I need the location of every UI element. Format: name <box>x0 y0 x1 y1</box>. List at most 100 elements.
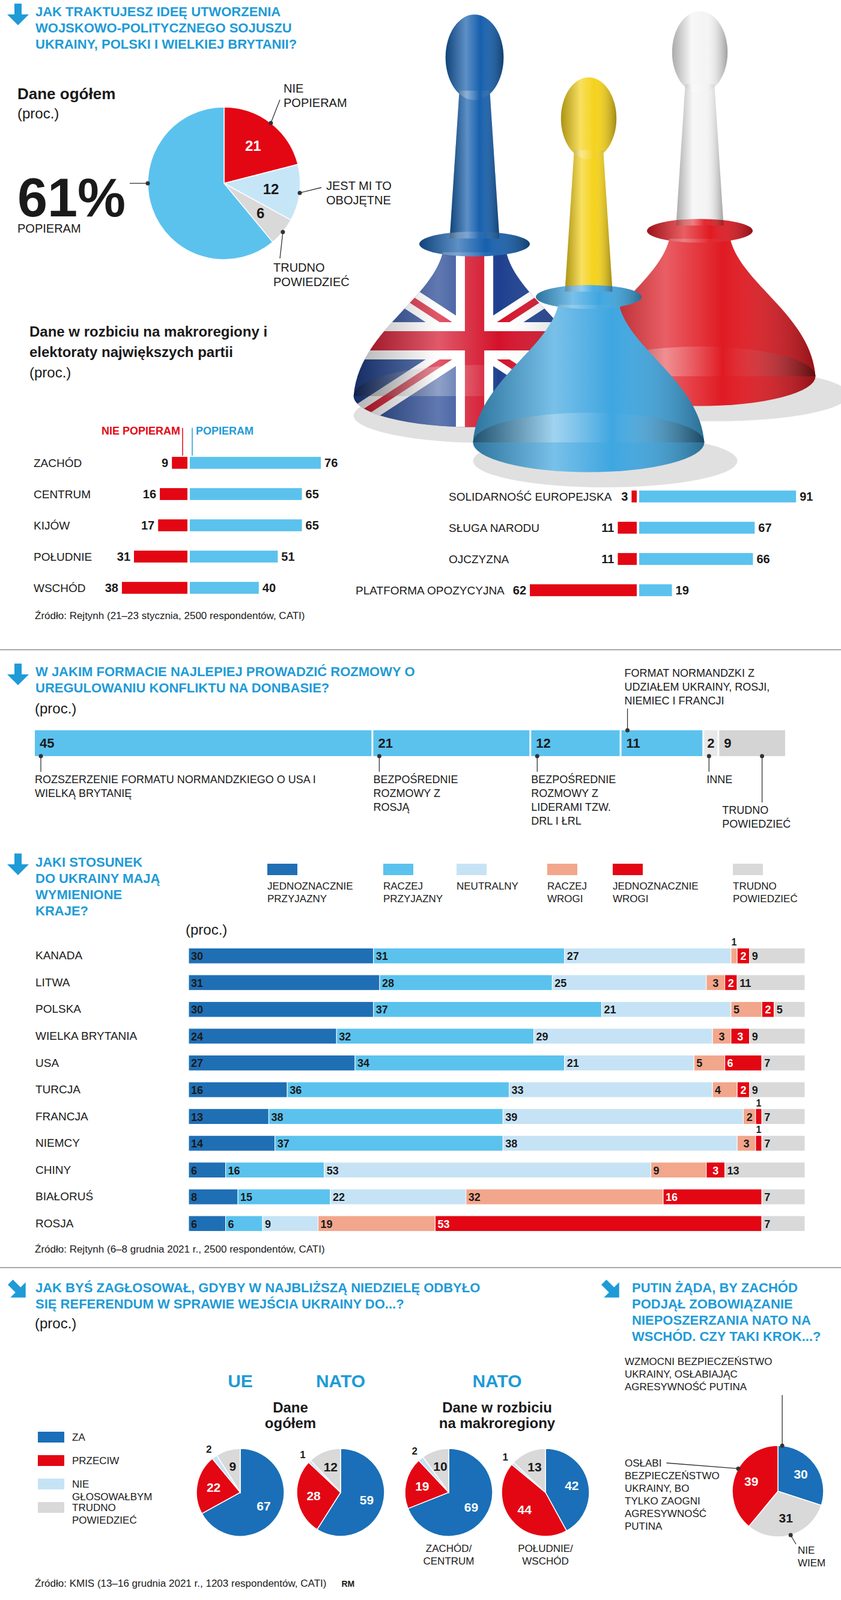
unit-label: (proc.) <box>17 105 59 122</box>
text-line: WROGI <box>547 892 584 905</box>
bar-segment <box>761 1134 805 1151</box>
icon-arrow-shape <box>596 1274 628 1305</box>
bar-segment <box>774 1000 805 1017</box>
category-label: SŁUGA NARODU <box>448 521 540 535</box>
bar-segment <box>737 1081 750 1097</box>
leader-line <box>537 755 538 772</box>
legend-swatch <box>383 863 414 875</box>
bar-segment <box>663 1188 762 1204</box>
category-label: WSCHÓD <box>33 581 86 595</box>
data-label: 1 <box>756 1123 762 1135</box>
legend-label: NIE POPIERAM <box>101 424 181 437</box>
text-line: ZACHÓD/ <box>425 1542 473 1554</box>
data-label: 19 <box>320 1217 333 1230</box>
data-label: 2 <box>412 1444 418 1457</box>
bar-segment <box>737 974 805 990</box>
bar-segment <box>706 974 726 990</box>
data-label: 16 <box>228 1164 241 1177</box>
data-label-big: 61% <box>17 167 126 228</box>
pie-label: POŁUDNIE/WSCHÓD <box>517 1542 574 1567</box>
data-label: 21 <box>603 1003 616 1016</box>
section-heading: Dane w rozbiciu na makroregiony ielektor… <box>29 323 268 360</box>
leader-line <box>270 99 280 124</box>
axis-y: KANADALITWAPOLSKAWIELKA BRYTANIAUSATURCJ… <box>35 948 138 1229</box>
text-line: JAKI STOSUNEK <box>35 854 143 870</box>
bar-segment <box>731 1027 750 1044</box>
text-line: TRUDNO <box>732 880 777 892</box>
tick-label: TURCJA <box>35 1082 81 1096</box>
data-label: 8 <box>191 1190 198 1203</box>
bar <box>189 487 303 500</box>
text-line: POWIEDZIEĆ <box>722 816 791 830</box>
text-line: NIEPOSZERZANIA NATO NA <box>631 1311 811 1327</box>
icon-arrow-shape <box>7 663 29 685</box>
pawn-part <box>675 84 724 226</box>
leader-dot <box>759 753 765 759</box>
data-label: 13 <box>527 1459 542 1473</box>
data-label: 9 <box>229 1458 237 1473</box>
data-label: 21 <box>567 1056 580 1069</box>
bar-segment <box>188 1108 269 1124</box>
legend-swatch <box>612 863 643 875</box>
leader-line <box>761 755 763 802</box>
leader-line <box>40 755 41 772</box>
pie-label: ZACHÓD/CENTRUM <box>423 1542 475 1567</box>
bar-segment <box>749 947 805 963</box>
data-label: 24 <box>191 1030 204 1043</box>
text-line: UKRAINY, BO <box>624 1481 690 1494</box>
category-label: NIEWIEM <box>797 1543 826 1568</box>
data-label: 22 <box>332 1190 345 1203</box>
bar-segment <box>731 947 738 963</box>
data-label: 53 <box>437 1217 450 1230</box>
text-line: POWIEDZIEĆ <box>72 1513 137 1526</box>
leader-dot <box>280 229 285 234</box>
bar-segment <box>466 1188 664 1204</box>
data-label: 16 <box>665 1190 678 1203</box>
leader-line <box>627 708 628 730</box>
icon-arrow <box>7 3 29 26</box>
text-line: TRUDNO <box>722 803 769 816</box>
text-line: RACZEJ <box>547 880 587 892</box>
tick: LITWA <box>35 975 71 989</box>
data-label: 3 <box>737 1030 744 1043</box>
category-label: OSŁABIBEZPIECZEŃSTWOUKRAINY, BOTYLKO ZAO… <box>624 1456 720 1532</box>
bar-segment <box>704 729 718 756</box>
pie-title: NATO <box>315 1370 366 1391</box>
legend-label: RACZEJPRZYJAZNY <box>383 880 443 905</box>
legend-label: JEDNOZNACZNIEPRZYJAZNY <box>267 880 354 905</box>
text-line: POWIEDZIEĆ <box>273 275 350 289</box>
text-line: ROZSZERZENIE FORMATU NORMANDZKIEGO O USA… <box>34 773 316 786</box>
category-label: POPIERAM <box>17 221 82 235</box>
data-label: 31 <box>191 976 204 989</box>
bar-segment <box>712 1027 732 1044</box>
pawn-part <box>473 412 705 473</box>
panel-subtitle: Daneogółem <box>264 1398 316 1431</box>
text-line: WIELKĄ BRYTANIĘ <box>34 786 132 799</box>
bar-segment <box>755 1134 762 1151</box>
data-label: 2 <box>740 1083 747 1096</box>
data-label: 7 <box>764 1217 771 1230</box>
pawn-part <box>646 218 753 243</box>
bar-segment <box>737 1134 756 1151</box>
data-label: 3 <box>712 976 719 989</box>
bars <box>529 490 796 596</box>
data-label: 6 <box>256 204 265 222</box>
data-label: 6 <box>727 1056 734 1069</box>
data-label: 53 <box>326 1164 339 1177</box>
title: PUTIN ŻĄDA, BY ZACHÓDPODJĄŁ ZOBOWIĄZANIE… <box>631 1279 822 1344</box>
pie: 672229 <box>196 1442 285 1536</box>
bar-segment <box>355 1054 565 1071</box>
data-label: 13 <box>191 1110 204 1123</box>
data-label: 30 <box>191 949 204 962</box>
bar-segment <box>761 1215 805 1231</box>
text-line: FORMAT NORMANDZKI Z <box>624 666 755 679</box>
data-label: 1 <box>731 936 738 947</box>
data-label: 76 <box>324 455 338 470</box>
data-label: 42 <box>564 1477 579 1492</box>
bar-segment <box>601 1000 731 1017</box>
data-label: 66 <box>756 552 770 566</box>
bar <box>157 519 188 532</box>
data-label: 2 <box>728 976 735 989</box>
data-label: 40 <box>262 580 276 595</box>
leader-line <box>299 187 322 193</box>
